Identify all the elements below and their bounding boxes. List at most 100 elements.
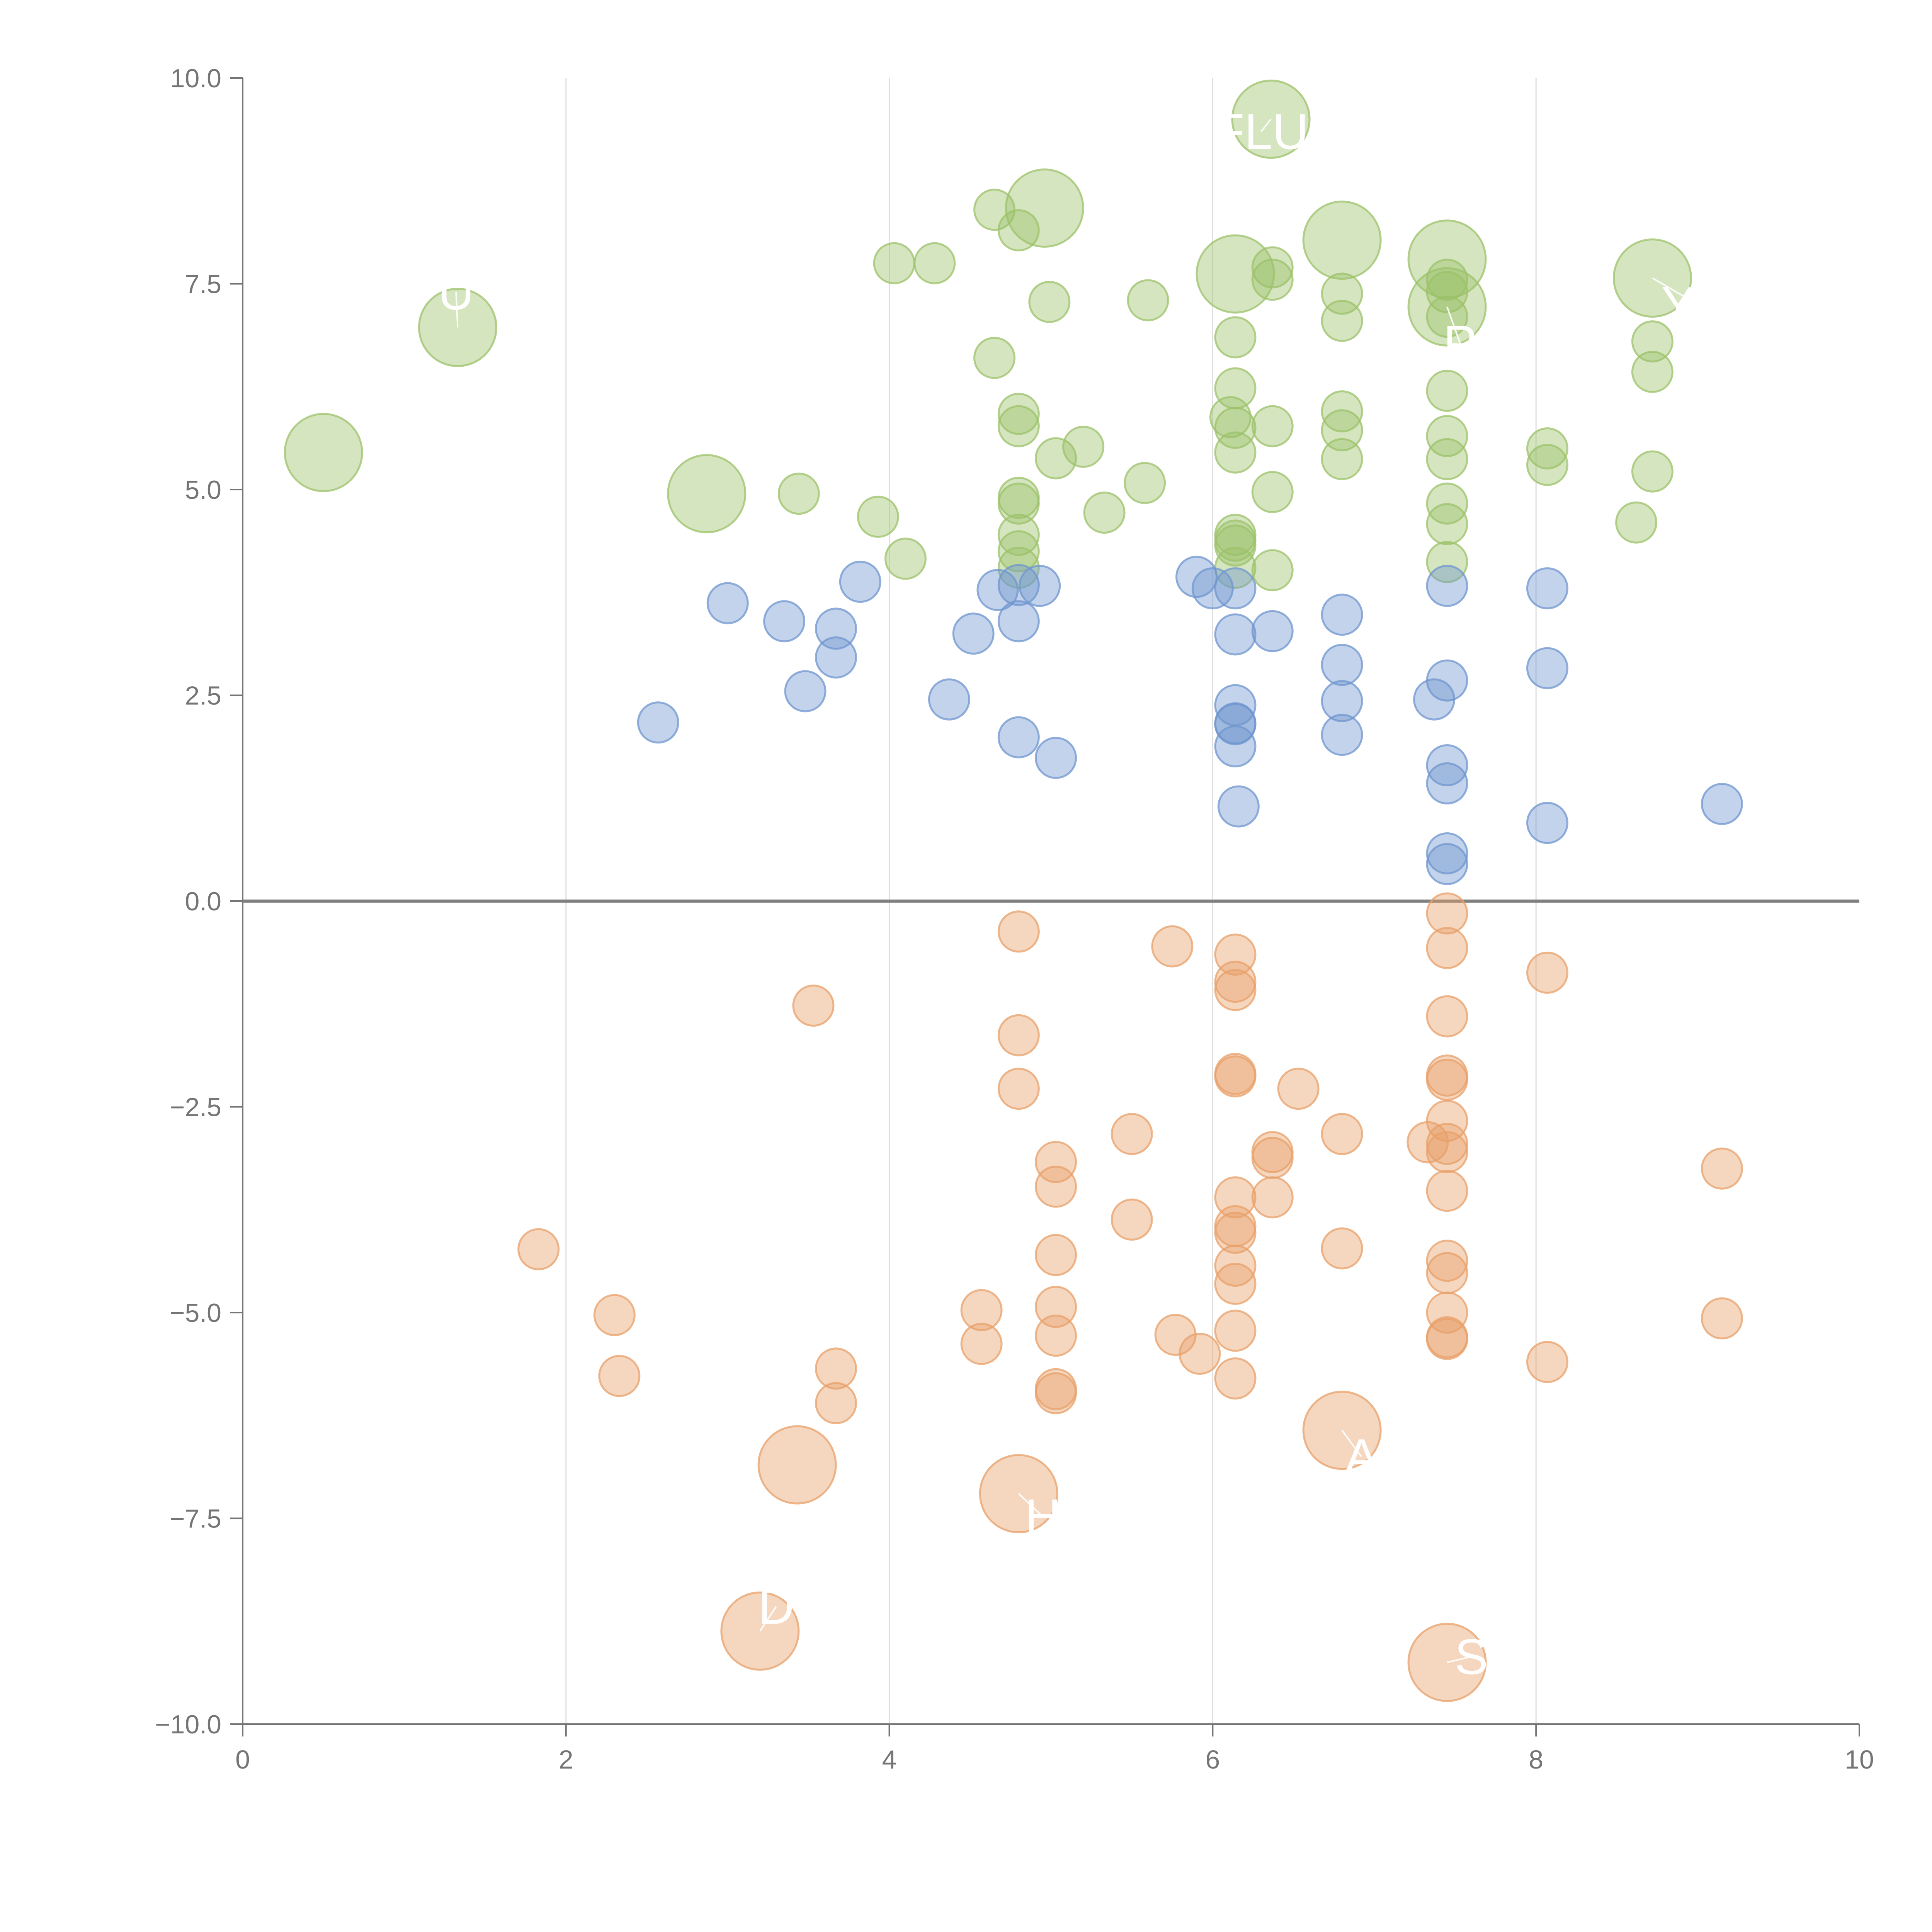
- bubble-green: [1127, 279, 1169, 321]
- bubble-green: [1251, 405, 1294, 447]
- bubble-blue: [1321, 714, 1363, 756]
- bubble-orange: [997, 1014, 1040, 1056]
- bubble-orange: [1277, 1068, 1320, 1110]
- x-tick-label: 6: [1205, 1745, 1220, 1774]
- bubble-blue: [1526, 647, 1568, 689]
- bubble-blue: [784, 670, 827, 713]
- bubble-green: [997, 405, 1040, 447]
- bubble-orange: [1251, 1176, 1294, 1219]
- bubble-green: [1426, 438, 1468, 480]
- bubble-orange: [1701, 1297, 1743, 1340]
- y-tick-label: −10.0: [155, 1710, 221, 1739]
- bubble-orange: [1035, 1234, 1077, 1276]
- callout-label: S: [1454, 1628, 1488, 1685]
- bubble-blue: [1019, 565, 1061, 607]
- y-tick-label: 7.5: [185, 270, 221, 299]
- bubble-green: [1214, 431, 1257, 474]
- callout-leader-line: [759, 1606, 777, 1632]
- bubble-orange: [1214, 1357, 1257, 1400]
- bubble-blue: [1526, 802, 1568, 844]
- bubble-green: [1321, 409, 1363, 452]
- bubble-blue: [1321, 594, 1363, 636]
- bubble-orange: [1214, 1211, 1257, 1254]
- bubble-orange: [1214, 969, 1257, 1011]
- callout-label: FLU: [1214, 103, 1309, 160]
- bubble-green: [1321, 438, 1363, 480]
- bubble-blue: [1191, 567, 1234, 610]
- bubble-blue: [976, 569, 1019, 611]
- bubble-green: [284, 413, 363, 492]
- bubble-green: [1083, 492, 1126, 534]
- bubble-orange: [1426, 927, 1468, 969]
- bubble-orange: [1251, 1137, 1294, 1179]
- bubble-orange: [1151, 925, 1194, 968]
- callout-label: A: [1345, 1429, 1378, 1485]
- bubble-blue: [815, 636, 857, 679]
- bubble-blue: [1426, 843, 1468, 885]
- bubble-green: [1426, 369, 1468, 412]
- bubble-green: [857, 495, 899, 538]
- bubble-blue: [1321, 644, 1363, 686]
- bubble-green: [1251, 259, 1294, 301]
- bubble-green: [1407, 219, 1487, 299]
- bubble-green: [1028, 281, 1071, 323]
- x-tick-label: 8: [1529, 1745, 1543, 1774]
- bubble-orange: [1426, 1058, 1468, 1101]
- bubble-blue: [952, 612, 995, 655]
- bubble-orange: [1426, 892, 1468, 935]
- bubble-green: [1062, 425, 1105, 468]
- bubble-blue: [839, 561, 881, 603]
- bubble-green: [1526, 427, 1568, 469]
- bubble-orange: [593, 1294, 636, 1336]
- bubble-orange: [1214, 1245, 1257, 1287]
- data-points: [284, 80, 1743, 1702]
- bubble-blue: [1701, 783, 1743, 825]
- bubble-orange: [1214, 1055, 1257, 1098]
- bubble-orange: [1426, 1318, 1468, 1360]
- bubble-orange: [1214, 1310, 1257, 1352]
- y-tick-label: 0.0: [185, 887, 221, 916]
- bubble-orange: [1111, 1198, 1153, 1241]
- bubble-orange: [598, 1355, 641, 1397]
- bubble-green: [913, 242, 956, 284]
- callout-label: H: [1025, 1488, 1061, 1545]
- bubble-orange: [1111, 1113, 1153, 1155]
- bubble-green: [1631, 350, 1673, 393]
- bubble-orange: [757, 1425, 837, 1505]
- bubble-green: [997, 393, 1040, 435]
- bubble-orange: [997, 910, 1040, 953]
- bubble-green: [997, 530, 1040, 573]
- bubble-orange: [1426, 1100, 1468, 1142]
- bubble-blue: [1214, 613, 1257, 656]
- bubble-green: [1615, 501, 1658, 544]
- bubble-orange: [792, 985, 835, 1027]
- bubble-blue: [1526, 567, 1568, 610]
- bubble-orange: [1426, 1131, 1468, 1173]
- bubble-orange: [1035, 1315, 1077, 1357]
- bubble-blue: [1214, 703, 1257, 745]
- callout-leader-line: [1341, 1430, 1362, 1457]
- y-tick-label: 5.0: [185, 475, 221, 505]
- bubble-green: [997, 546, 1040, 589]
- bubble-orange: [1035, 1165, 1077, 1208]
- bubble-blue: [706, 582, 749, 624]
- bubble-blue: [815, 607, 857, 650]
- x-tick-label: 4: [882, 1745, 897, 1774]
- bubble-green: [1124, 462, 1166, 504]
- bubble-blue: [1214, 567, 1257, 610]
- x-tick-label: 10: [1845, 1745, 1874, 1774]
- bubble-blue: [997, 716, 1040, 759]
- bubble-green: [1214, 524, 1257, 567]
- bubble-orange: [1179, 1333, 1221, 1375]
- bubble-orange: [1035, 1372, 1077, 1415]
- bubble-green: [667, 454, 747, 534]
- y-tick-label: 2.5: [185, 681, 221, 711]
- bubble-blue: [637, 701, 679, 744]
- bubble-green: [1321, 299, 1363, 342]
- bubble-green: [1631, 450, 1673, 493]
- bubble-orange: [1526, 1341, 1568, 1383]
- bubble-orange: [517, 1228, 560, 1270]
- bubble-orange: [1426, 1291, 1468, 1334]
- bubble-green: [1035, 437, 1077, 480]
- callout-leader-line: [1260, 119, 1272, 132]
